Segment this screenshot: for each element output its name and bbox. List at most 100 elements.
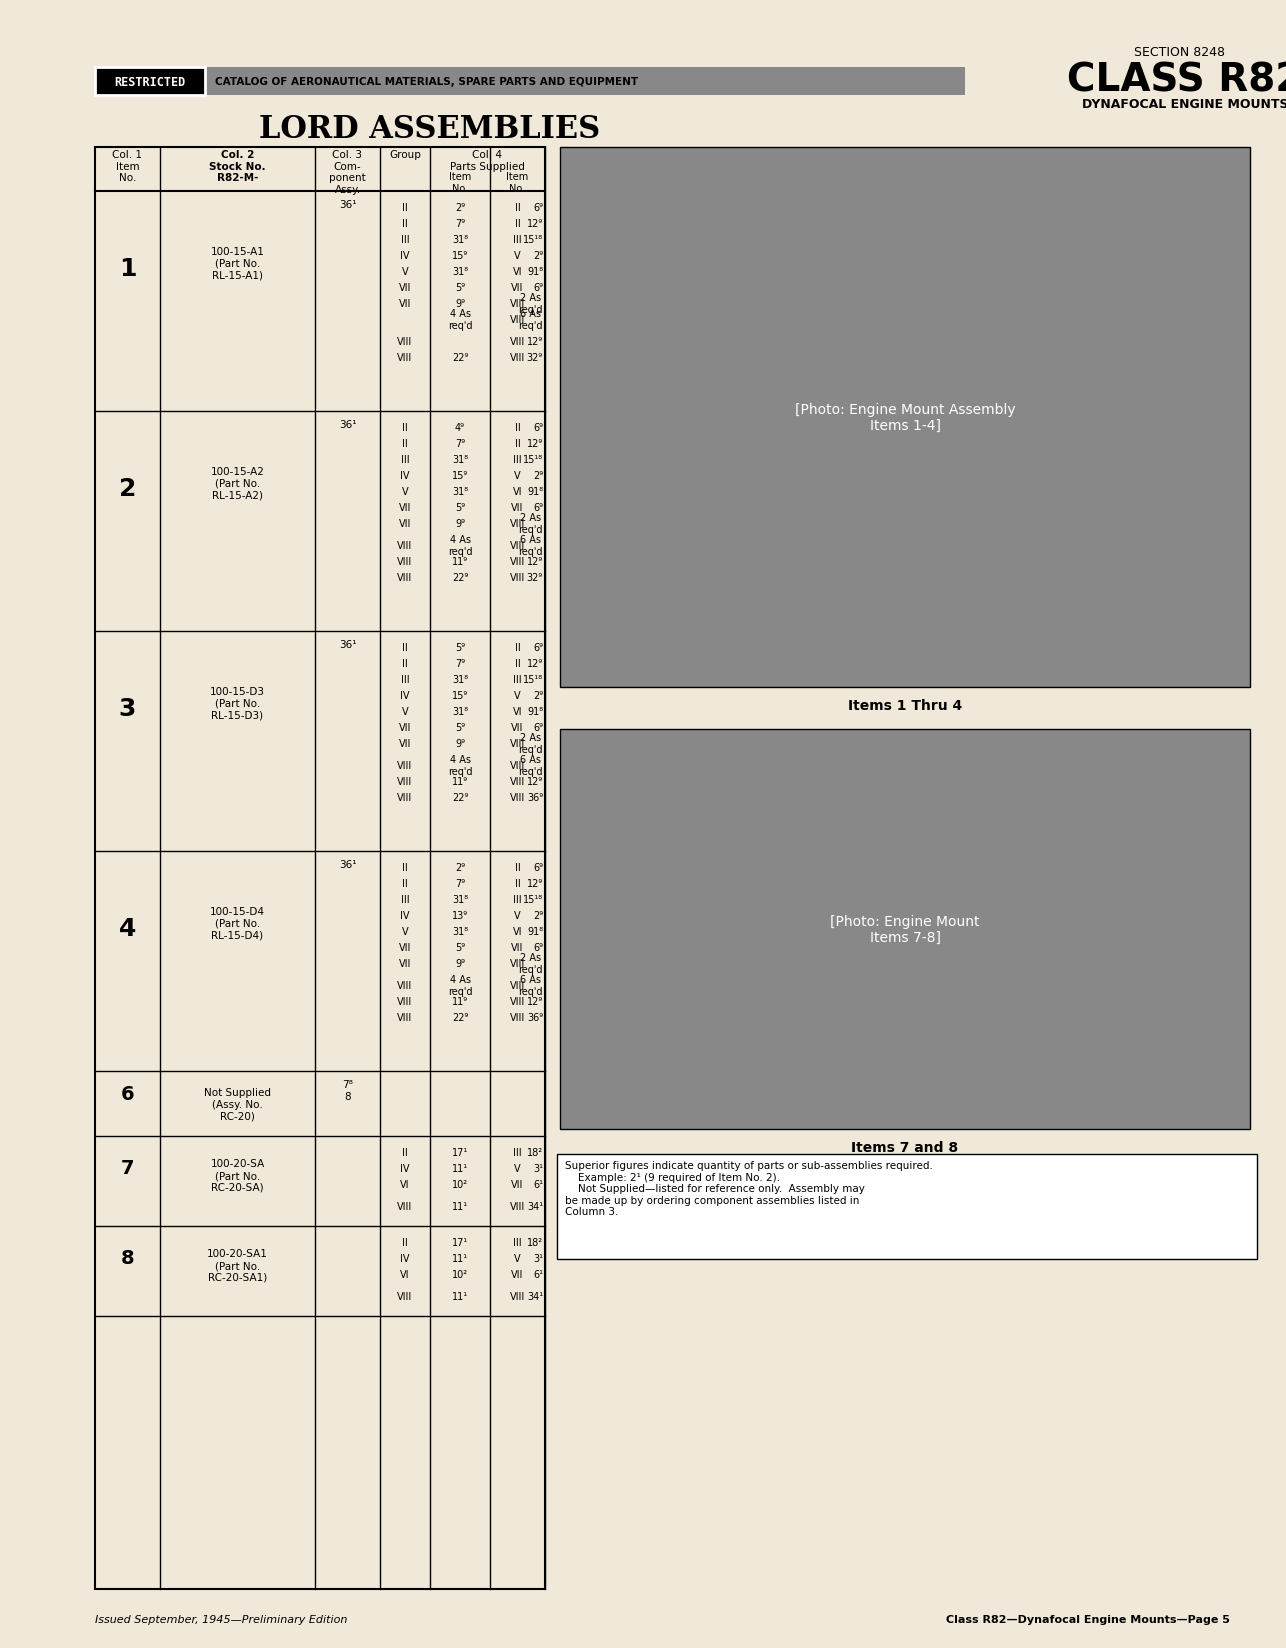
Text: 6 As
req'd: 6 As req'd xyxy=(518,310,543,331)
Text: 10²: 10² xyxy=(451,1269,468,1279)
Text: 22⁹: 22⁹ xyxy=(451,1012,468,1022)
Text: V: V xyxy=(401,926,409,936)
Text: 34¹: 34¹ xyxy=(527,1292,543,1302)
Text: [Photo: Engine Mount Assembly
Items 1-4]: [Photo: Engine Mount Assembly Items 1-4] xyxy=(795,402,1016,433)
Text: 8: 8 xyxy=(121,1248,134,1267)
Text: 12⁹: 12⁹ xyxy=(527,776,543,786)
Text: 1: 1 xyxy=(118,257,136,280)
Text: VIII: VIII xyxy=(397,1012,413,1022)
Text: III: III xyxy=(401,455,409,465)
Text: Col. 3
Com-
ponent
Assy.: Col. 3 Com- ponent Assy. xyxy=(329,150,367,194)
Text: VIII: VIII xyxy=(397,981,413,990)
Text: II: II xyxy=(403,438,408,448)
Text: VI: VI xyxy=(400,1269,410,1279)
Text: 2⁹: 2⁹ xyxy=(455,862,466,872)
Text: Items 7 and 8: Items 7 and 8 xyxy=(851,1140,958,1154)
Text: 6: 6 xyxy=(121,1084,134,1104)
Text: VIII: VIII xyxy=(397,793,413,803)
Text: Col. 4
Parts Supplied: Col. 4 Parts Supplied xyxy=(450,150,525,171)
Text: VII: VII xyxy=(512,283,523,293)
Text: 36¹: 36¹ xyxy=(338,860,356,870)
Text: V: V xyxy=(401,707,409,717)
Text: 11¹: 11¹ xyxy=(451,1163,468,1173)
Text: V: V xyxy=(514,1163,521,1173)
Text: Class R82—Dynafocal Engine Mounts—Page 5: Class R82—Dynafocal Engine Mounts—Page 5 xyxy=(946,1613,1229,1623)
Text: 15¹⁸: 15¹⁸ xyxy=(523,455,543,465)
Text: VIII: VIII xyxy=(509,793,525,803)
Text: 32⁹: 32⁹ xyxy=(527,353,543,363)
Text: II: II xyxy=(403,643,408,653)
Text: 22⁹: 22⁹ xyxy=(451,793,468,803)
Text: VIII: VIII xyxy=(397,997,413,1007)
Text: III: III xyxy=(513,455,522,465)
Text: III: III xyxy=(513,1147,522,1157)
Text: 91⁸: 91⁸ xyxy=(527,267,543,277)
Text: 11¹: 11¹ xyxy=(451,1201,468,1211)
Text: II: II xyxy=(514,203,521,213)
Text: II: II xyxy=(514,862,521,872)
Bar xyxy=(559,148,1250,687)
Text: DYNAFOCAL ENGINE MOUNTS: DYNAFOCAL ENGINE MOUNTS xyxy=(1082,99,1286,112)
Text: 7: 7 xyxy=(121,1159,134,1177)
Text: 5⁹: 5⁹ xyxy=(455,943,466,953)
Text: VII: VII xyxy=(399,503,412,513)
Text: VII: VII xyxy=(512,503,523,513)
Text: 6¹: 6¹ xyxy=(532,1269,543,1279)
Text: VII: VII xyxy=(512,1269,523,1279)
Text: 36⁹: 36⁹ xyxy=(527,1012,543,1022)
Text: 100-20-SA1
(Part No.
RC-20-SA1): 100-20-SA1 (Part No. RC-20-SA1) xyxy=(207,1249,267,1282)
Text: 32⁹: 32⁹ xyxy=(527,572,543,583)
Text: VII: VII xyxy=(399,283,412,293)
Text: 12⁹: 12⁹ xyxy=(527,997,543,1007)
Text: 3¹: 3¹ xyxy=(532,1252,543,1264)
Text: 36¹: 36¹ xyxy=(338,420,356,430)
Text: 3: 3 xyxy=(118,697,136,720)
Text: II: II xyxy=(514,659,521,669)
Text: 15⁹: 15⁹ xyxy=(451,250,468,260)
Text: V: V xyxy=(514,471,521,481)
Text: 7⁹: 7⁹ xyxy=(455,878,466,888)
Text: VIII: VIII xyxy=(509,541,525,550)
Text: VIII: VIII xyxy=(509,572,525,583)
Text: 17¹: 17¹ xyxy=(451,1238,468,1248)
Text: II: II xyxy=(403,878,408,888)
Text: 3¹: 3¹ xyxy=(532,1163,543,1173)
Text: 7⁹: 7⁹ xyxy=(455,438,466,448)
Text: 2⁹: 2⁹ xyxy=(455,203,466,213)
Text: 100-20-SA
(Part No.
RC-20-SA): 100-20-SA (Part No. RC-20-SA) xyxy=(211,1159,265,1192)
Text: IV: IV xyxy=(400,471,410,481)
Text: 9⁹: 9⁹ xyxy=(455,519,466,529)
Text: 22⁹: 22⁹ xyxy=(451,572,468,583)
Text: VIII: VIII xyxy=(509,1201,525,1211)
Text: V: V xyxy=(401,267,409,277)
Text: 2⁹: 2⁹ xyxy=(532,250,543,260)
Text: SECTION 8248: SECTION 8248 xyxy=(1134,46,1226,58)
Text: Item
No.: Item No. xyxy=(449,171,471,193)
Text: 11⁹: 11⁹ xyxy=(451,557,468,567)
Text: VIII: VIII xyxy=(397,1201,413,1211)
Text: V: V xyxy=(514,250,521,260)
Text: LORD ASSEMBLIES: LORD ASSEMBLIES xyxy=(260,114,601,145)
Text: VI: VI xyxy=(513,707,522,717)
Text: II: II xyxy=(514,878,521,888)
Text: V: V xyxy=(514,910,521,921)
Text: VII: VII xyxy=(512,943,523,953)
Text: VI: VI xyxy=(513,267,522,277)
Text: 12⁹: 12⁹ xyxy=(527,878,543,888)
Text: III: III xyxy=(401,895,409,905)
Text: 7⁹: 7⁹ xyxy=(455,659,466,669)
Text: 4: 4 xyxy=(118,916,136,941)
Text: 100-15-D3
(Part No.
RL-15-D3): 100-15-D3 (Part No. RL-15-D3) xyxy=(210,687,265,720)
Text: Col. 1
Item
No.: Col. 1 Item No. xyxy=(112,150,143,183)
Text: 5⁹: 5⁹ xyxy=(455,722,466,733)
Text: 11¹: 11¹ xyxy=(451,1292,468,1302)
Text: VI: VI xyxy=(513,486,522,496)
Text: 6⁹: 6⁹ xyxy=(532,643,543,653)
Text: V: V xyxy=(514,1252,521,1264)
Bar xyxy=(95,68,964,96)
Text: 31⁸: 31⁸ xyxy=(451,926,468,936)
Text: 91⁸: 91⁸ xyxy=(527,926,543,936)
Text: 31⁸: 31⁸ xyxy=(451,486,468,496)
Text: IV: IV xyxy=(400,691,410,700)
Text: 36¹: 36¹ xyxy=(338,199,356,209)
